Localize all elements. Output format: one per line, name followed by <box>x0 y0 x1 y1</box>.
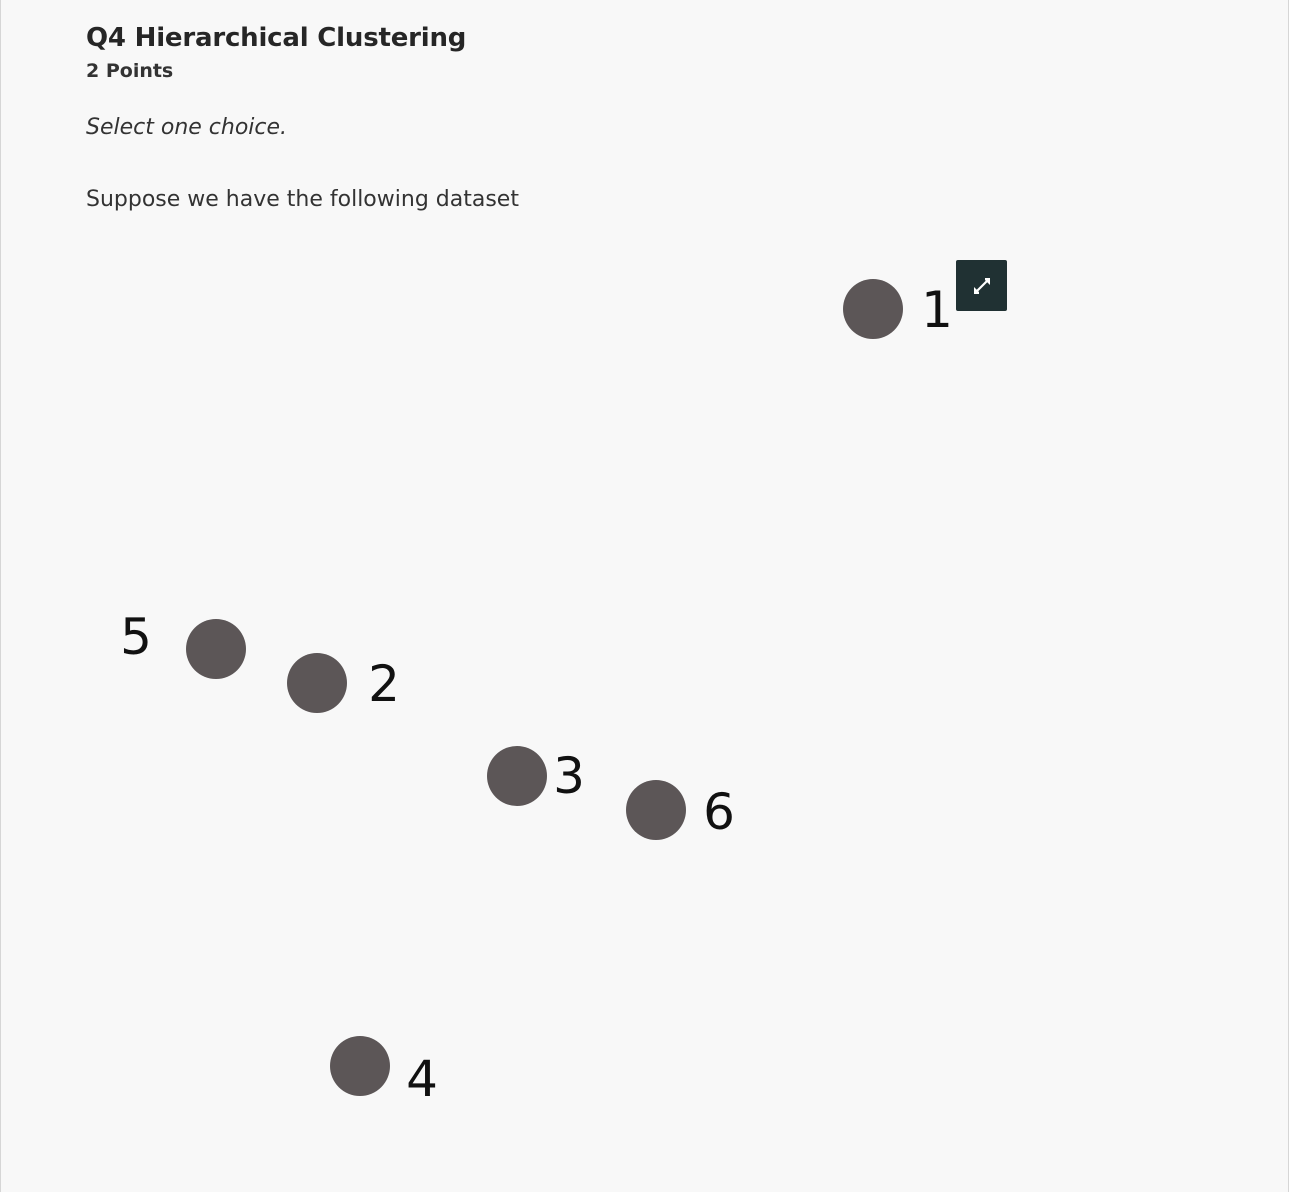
question-points: 2 Points <box>86 60 174 82</box>
question-prompt: Suppose we have the following dataset <box>86 187 519 212</box>
data-point-3 <box>487 746 547 806</box>
dataset-points: 1 2 3 4 5 6 <box>120 279 953 1108</box>
data-point-4 <box>330 1036 390 1096</box>
question-title: Q4 Hierarchical Clustering <box>86 23 467 53</box>
data-point-label: 5 <box>120 608 152 666</box>
data-point-label: 1 <box>921 281 953 339</box>
data-point-label: 4 <box>406 1050 438 1108</box>
data-point-label: 6 <box>703 783 735 841</box>
data-point-5 <box>186 619 246 679</box>
question-instruction: Select one choice. <box>86 115 288 140</box>
data-point-1 <box>843 279 903 339</box>
data-point-2 <box>287 653 347 713</box>
data-point-label: 2 <box>368 655 400 713</box>
data-point-6 <box>626 780 686 840</box>
data-point-label: 3 <box>553 747 585 805</box>
expand-image-button[interactable] <box>956 260 1007 311</box>
expand-arrows-icon <box>973 277 990 294</box>
